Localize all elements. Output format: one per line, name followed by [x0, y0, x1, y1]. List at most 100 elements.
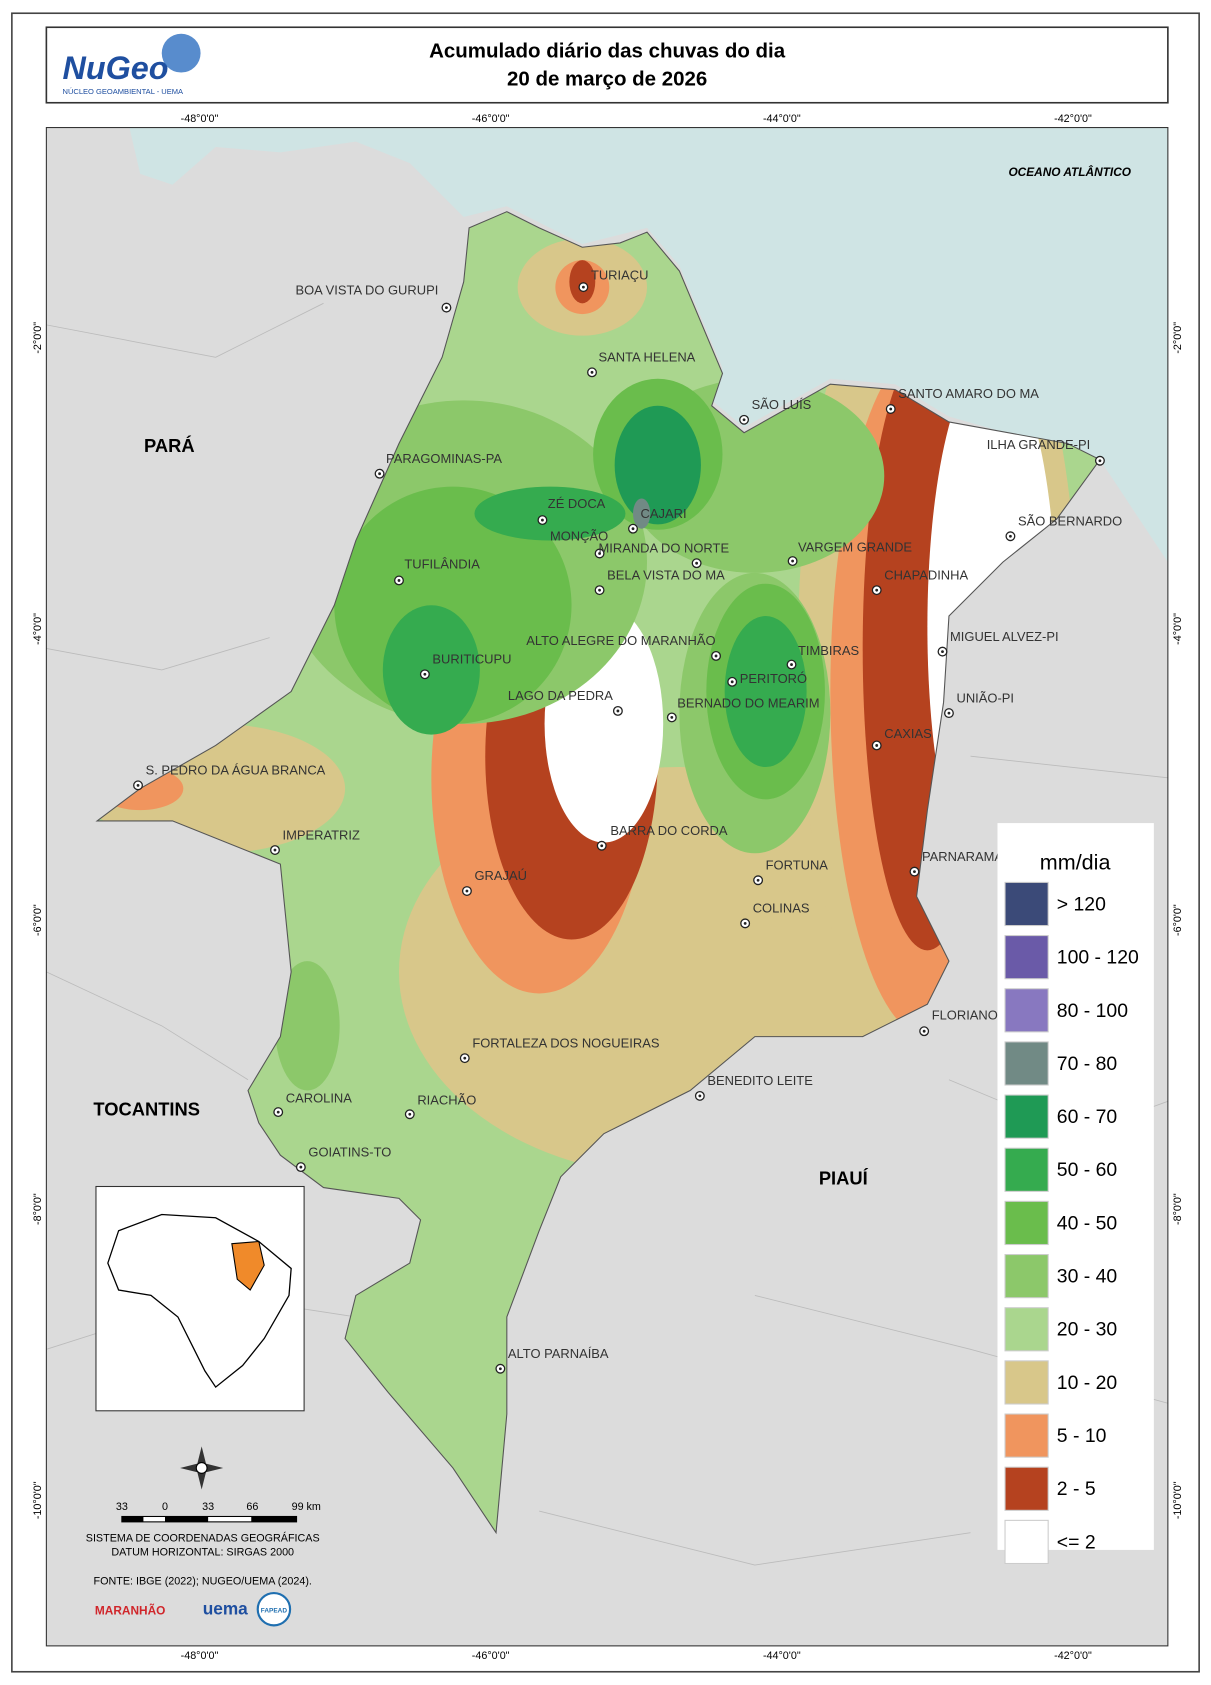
lon-label: -48°0'0" [181, 1650, 219, 1662]
ocean-label: OCEANO ATLÂNTICO [1008, 164, 1131, 179]
city-dot-center [600, 844, 604, 848]
region-label: TOCANTINS [93, 1098, 200, 1119]
city-label: BENEDITO LEITE [707, 1073, 813, 1088]
lat-label: -10°0'0" [1172, 1481, 1184, 1519]
city-dot-center [742, 418, 746, 422]
city-dot-center [670, 716, 674, 719]
scale-label: 0 [162, 1501, 168, 1513]
ocean [129, 127, 1168, 563]
legend-label: 50 - 60 [1057, 1159, 1118, 1181]
scale-label: 66 [246, 1501, 258, 1513]
city-label: SANTA HELENA [598, 350, 695, 365]
lat-label: -4°0'0" [1172, 613, 1184, 645]
city-label: UNIÃO-PI [957, 690, 1015, 705]
city-dot-center [714, 654, 718, 658]
logo: NuGeo [63, 50, 169, 86]
legend-label: 20 - 30 [1057, 1319, 1118, 1341]
city-label: ALTO ALEGRE DO MARANHÃO [526, 633, 715, 648]
city-label: S. PEDRO DA ÁGUA BRANCA [146, 763, 326, 778]
legend-swatch [1004, 1041, 1049, 1086]
inset-maranhao [231, 1240, 265, 1291]
city-dot-center [616, 709, 620, 713]
city-dot-center [790, 663, 793, 666]
city-label: PARAGOMINAS-PA [386, 451, 502, 466]
city-label: GOIATINS-TO [308, 1144, 391, 1159]
legend-label: 60 - 70 [1057, 1106, 1118, 1128]
legend-label: 5 - 10 [1057, 1425, 1107, 1447]
city-label: TUFILÂNDIA [404, 557, 480, 572]
city-label: VARGEM GRANDE [798, 539, 912, 554]
legend-swatch [1004, 1147, 1049, 1192]
lon-label: -44°0'0" [763, 1650, 801, 1662]
legend-swatch [1004, 1360, 1049, 1405]
compass [180, 1446, 224, 1490]
lat-label: -2°0'0" [32, 322, 44, 354]
crs: SISTEMA DE COORDENADAS GEOGRÁFICAS [86, 1531, 320, 1544]
lon-label: -46°0'0" [472, 113, 510, 125]
logo-text: MARANHÃO [95, 1603, 166, 1618]
legend-swatch [1004, 1413, 1049, 1458]
city-label: SANTO AMARO DO MA [898, 386, 1039, 401]
scale-label: 33 [202, 1501, 214, 1513]
city-label: BERNADO DO MEARIM [677, 696, 819, 711]
city-dot-center [756, 878, 760, 882]
city-label: SÃO LUÍS [752, 397, 812, 412]
lat-label: -10°0'0" [32, 1481, 44, 1519]
city-dot-center [695, 561, 699, 565]
legend-label: 2 - 5 [1057, 1478, 1096, 1500]
city-label: ILHA GRANDE-PI [987, 437, 1091, 452]
legend-label: 40 - 50 [1057, 1212, 1118, 1234]
city-label: RIACHÃO [417, 1093, 476, 1108]
city-dot-center [397, 579, 401, 582]
city-label: PARNARAMA [922, 849, 1003, 864]
city-label: MIRANDA DO NORTE [598, 540, 729, 555]
legend-swatch [1004, 881, 1049, 927]
region-label: PIAUÍ [819, 1167, 869, 1188]
logo-sub: NÚCLEO GEOAMBIENTAL - UEMA [63, 87, 184, 96]
lat-label: -6°0'0" [1172, 904, 1184, 936]
city-dot-center [947, 711, 951, 715]
city-label: FLORIANO [932, 1007, 998, 1022]
title: 20 de março de 2026 [507, 67, 707, 90]
city-label: COLINAS [753, 901, 810, 916]
lat-label: -2°0'0" [1172, 322, 1184, 354]
city-label: TIMBIRAS [798, 643, 859, 658]
city-dot-center [408, 1112, 412, 1116]
city-dot-center [875, 744, 879, 747]
legend-label: 30 - 40 [1057, 1266, 1118, 1288]
lat-label: -8°0'0" [32, 1193, 44, 1225]
legend-swatch [1004, 1307, 1049, 1352]
city-dot-center [590, 370, 594, 374]
region-label: PARÁ [144, 435, 195, 456]
logo-circle [256, 1591, 292, 1627]
legend-swatch [1004, 1466, 1049, 1511]
city-dot-center [631, 527, 635, 531]
legend-label: 80 - 100 [1057, 1000, 1128, 1022]
logo-text: uema [203, 1599, 248, 1619]
city-dot-center [1098, 459, 1102, 463]
city-label: CHAPADINHA [884, 567, 968, 582]
logo-text: FAPEAD [261, 1607, 288, 1614]
city-dot-center [136, 783, 140, 787]
logo-globe [161, 33, 201, 73]
source: FONTE: IBGE (2022); NUGEO/UEMA (2024). [94, 1575, 312, 1587]
city-dot-center [598, 588, 601, 592]
city-label: CAXIAS [884, 726, 932, 741]
city-dot-center [922, 1029, 926, 1033]
city-dot-center [498, 1367, 502, 1371]
city-dot-center [541, 518, 544, 522]
city-label: ALTO PARNAÍBA [508, 1346, 609, 1361]
legend-label: <= 2 [1057, 1531, 1096, 1553]
city-dot-center [1009, 534, 1012, 538]
city-dot-center [913, 870, 916, 874]
city-label: CAJARI [641, 506, 687, 521]
map-frame [45, 127, 1169, 1647]
legend-swatch [1004, 1200, 1049, 1246]
city-label: LAGO DA PEDRA [508, 688, 613, 703]
city-dot-center [730, 680, 734, 684]
city-label: BURITICUPU [432, 651, 511, 666]
lon-label: -48°0'0" [181, 113, 219, 125]
city-label: GRAJAÚ [474, 868, 526, 883]
legend-label: > 120 [1057, 893, 1106, 915]
